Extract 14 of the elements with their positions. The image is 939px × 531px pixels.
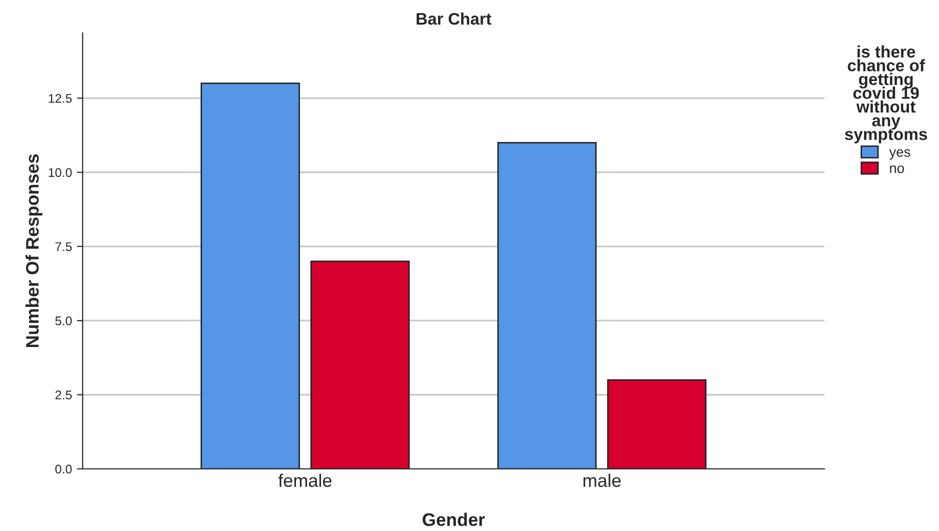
y-tick-label: 0.0 [55,464,72,474]
y-tick-label: 5.0 [55,316,72,326]
y-tick-label: 10.0 [48,168,72,177]
y-axis-title: Number Of Responses [26,154,42,348]
y-tick-label: 7.5 [55,242,72,252]
legend-label: yes [889,149,910,160]
y-tick-label: 12.5 [48,94,72,103]
x-tick-label: male [584,474,621,487]
x-axis-title: Gender [422,512,485,526]
legend-label: no [890,165,904,174]
x-tick-label: female [278,474,332,487]
chart-title: Bar Chart [416,12,492,25]
y-tick-label: 2.5 [55,390,72,400]
legend-title: is there chance of getting covid 19 without any symptoms [844,45,928,144]
